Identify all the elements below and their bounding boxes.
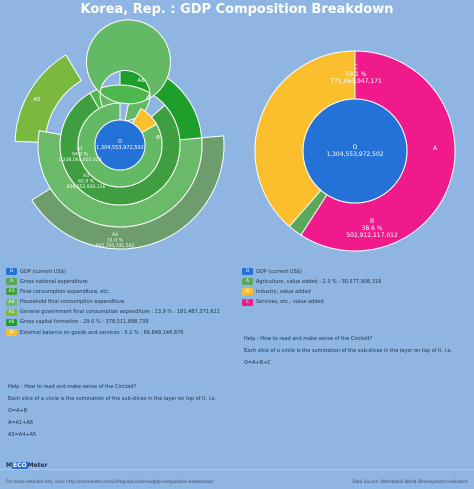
legend-label: Agriculture, value added : 2.3 % : 30,57… <box>256 278 382 285</box>
legend-label: External balance on goods and services :… <box>20 329 184 336</box>
legend-key-badge: C <box>242 298 253 306</box>
legend-label: Gross capital formation : 29.0 % : 378,5… <box>20 319 149 326</box>
data-source: Data Source: Worldbank World Development… <box>352 479 468 484</box>
label-o: O 1,304,553,972,502 <box>96 139 144 151</box>
legend-key-badge: A3 <box>6 288 17 296</box>
legend-label: Final consumption expenditure, etc. <box>20 288 110 295</box>
legend-label: General government final consumption exp… <box>20 309 220 316</box>
right-legend: O GDP (current US$) A Agriculture, value ad… <box>242 268 470 309</box>
label-a5: A5 <box>33 97 41 103</box>
legend-key-badge: B <box>6 329 17 337</box>
legend-key-badge: A6 <box>6 318 17 326</box>
left-legend: O GDP (current US$) A Gross national expend… <box>6 268 234 339</box>
label-b: B 38.6 % 502,912,117,012 <box>346 218 398 239</box>
label-a6: A6 <box>137 78 145 84</box>
legend-key-badge: B <box>242 288 253 296</box>
legend-key-badge: A5 <box>6 308 17 316</box>
legend-key-badge: O <box>242 268 253 275</box>
legend-item: A Gross national expenditure <box>6 278 234 286</box>
legend-label: Industry, value added <box>256 288 311 295</box>
slice-a1 <box>85 19 171 122</box>
mecometer-logo: MECOMeter <box>6 462 48 469</box>
legend-item: A5 General government final consumption e… <box>6 308 234 316</box>
legend-key-badge: A <box>6 278 17 286</box>
label-a1: A1 94.9 % 1,238,064,405,023 <box>59 146 102 163</box>
help-explanation: Each slice of a circle is the summation … <box>244 348 453 354</box>
footer-divider <box>0 469 474 470</box>
logo-text: Meter <box>27 462 48 469</box>
legend-item: A3 Final consumption expenditure, etc. <box>6 288 234 296</box>
legend-label: GDP (current US$) <box>256 268 302 275</box>
help-equation: O=A+B <box>8 408 28 414</box>
page-title: Korea, Rep. : GDP Composition Breakdown <box>80 2 394 17</box>
label-o: O 1,304,553,972,502 <box>326 144 383 158</box>
right-help: Help : How to read and make sense of the… <box>244 336 469 372</box>
label-b: B <box>156 135 160 141</box>
help-question: Help : How to read and make sense of the… <box>8 384 137 390</box>
logo-text: ECO <box>11 462 28 469</box>
more-info-link[interactable]: For more detailed info, visit: http://me… <box>6 479 214 484</box>
slice-o <box>94 119 146 171</box>
legend-item: O GDP (current US$) <box>242 268 470 275</box>
help-equation: A=A1+A6 <box>8 420 34 426</box>
legend-key-badge: A <box>242 278 253 286</box>
slice-o <box>302 98 408 204</box>
legend-label: GDP (current US$) <box>20 268 66 275</box>
legend-item: A4 Household final consumption expenditur… <box>6 298 234 306</box>
legend-key-badge: O <box>6 268 17 275</box>
label-a: A <box>433 145 438 152</box>
right-circloid: O 1,304,553,972,502 C 59.1 % 771,063,947,171… <box>254 50 456 252</box>
legend-label: Household final consumption expenditure <box>20 299 125 306</box>
legend-item: O GDP (current US$) <box>6 268 234 275</box>
help-equation: A3=A4+A5 <box>8 432 37 438</box>
legend-label: Gross national expenditure <box>20 278 88 285</box>
logo-text: M <box>6 462 12 469</box>
legend-item: B External balance on goods and services … <box>6 329 234 337</box>
help-explanation: Each slice of a circle is the summation … <box>8 396 217 402</box>
slice-a5 <box>14 54 83 143</box>
label-c: C 59.1 % 771,063,947,171 <box>330 64 382 85</box>
label-a4: A4 51.0 % 665,750,741,502 <box>96 232 135 249</box>
footer: MECOMeter For more detailed info, visit:… <box>0 460 474 489</box>
legend-key-badge: A4 <box>6 298 17 306</box>
legend-item: C Services, etc., value added <box>242 298 470 306</box>
legend-item: B Industry, value added <box>242 288 470 296</box>
legend-item: A6 Gross capital formation : 29.0 % : 378… <box>6 318 234 326</box>
legend-label: Services, etc., value added <box>256 299 324 306</box>
help-question: Help : How to read and make sense of the… <box>244 336 373 342</box>
label-a3: A3 65.9 % 859,552,926,116 <box>67 173 106 190</box>
help-equation: O=A+B+C <box>244 360 271 366</box>
legend-item: A Agriculture, value added : 2.3 % : 30,5… <box>242 278 470 286</box>
left-help: Help : How to read and make sense of the… <box>8 384 233 444</box>
